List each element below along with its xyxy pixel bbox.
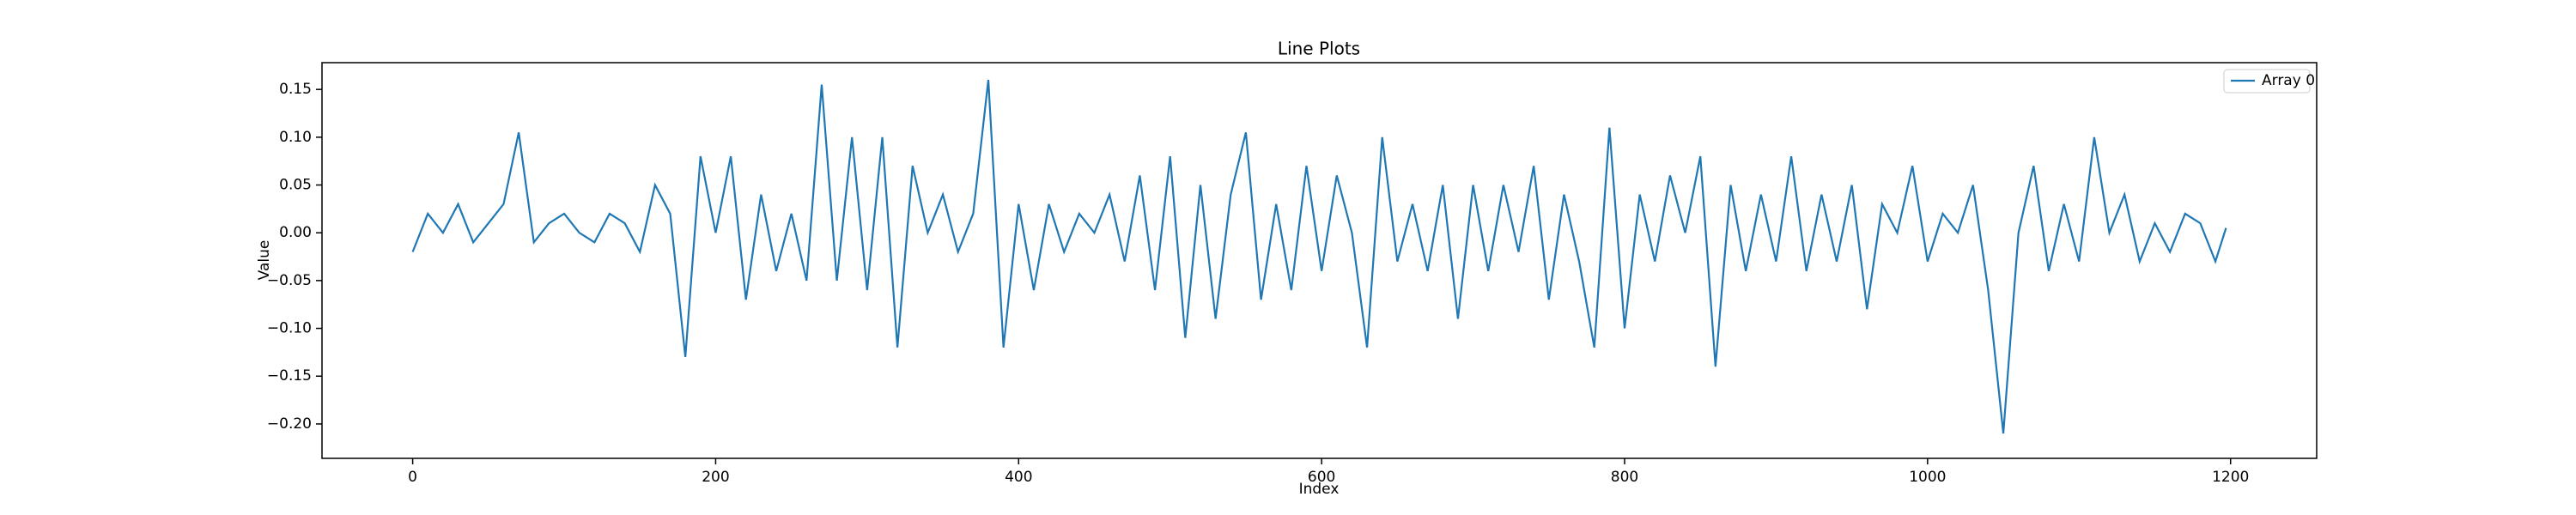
y-tick-label: −0.05 (267, 272, 312, 289)
plot-frame (321, 62, 2318, 459)
x-tick-label: 600 (1308, 469, 1335, 486)
legend-box (2223, 69, 2311, 94)
y-tick-label: −0.20 (267, 415, 312, 433)
x-axis-label: Index (1299, 481, 1340, 498)
y-tick-label: 0.05 (279, 177, 312, 194)
legend-label: Array 0 (2262, 72, 2315, 89)
x-tick-label: 800 (1611, 469, 1638, 486)
y-tick-label: 0.10 (279, 129, 312, 146)
y-tick-label: −0.15 (267, 367, 312, 385)
x-tick-label: 400 (1005, 469, 1032, 486)
y-tick-label: 0.15 (279, 81, 312, 98)
x-tick-label: 1000 (1909, 469, 1946, 486)
data-line (411, 79, 2227, 434)
x-tick-label: 1200 (2212, 469, 2249, 486)
y-axis-label: Value (256, 240, 273, 281)
x-tick-label: 200 (702, 469, 729, 486)
y-tick-label: 0.00 (279, 224, 312, 241)
chart-title: Line Plots (1278, 39, 1360, 59)
x-tick-label: 0 (408, 469, 417, 486)
y-tick-label: −0.10 (267, 320, 312, 337)
